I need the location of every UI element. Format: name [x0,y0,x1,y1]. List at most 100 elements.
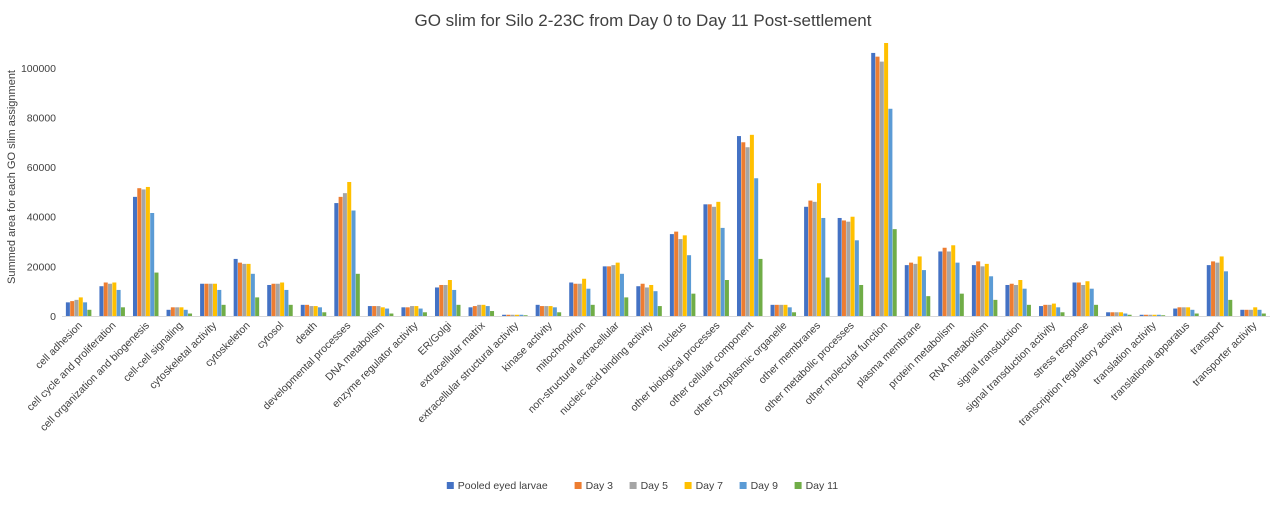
bar-day-9 [418,308,423,316]
bar-day-11 [1094,304,1099,316]
bar-day-11 [456,304,461,316]
bar-day-5 [577,283,582,316]
bar-day-3 [338,196,343,316]
legend-label: Day 5 [641,480,669,492]
bar-day-3 [405,307,410,316]
bar-day-3 [271,283,276,316]
bar-day-9 [385,308,390,316]
bar-day-7 [817,183,821,316]
bar-day-9 [519,314,524,316]
bar-day-5 [779,304,784,316]
bar-day-7 [884,43,889,316]
bar-day-3 [607,266,612,316]
bar-day-11 [590,304,595,316]
bar-day-3 [372,306,377,316]
bar-day-11 [724,280,729,316]
bar-day-5 [611,265,616,316]
bar-day-3 [305,304,310,316]
bar-day-5 [812,201,817,316]
bar-day-11 [120,307,125,316]
bar-day-3 [774,304,779,316]
bar-day-9 [1123,313,1128,316]
bar-day-3 [539,306,544,316]
legend-label: Day 7 [696,480,724,492]
bar-pooled-eyed-larvae [569,282,574,316]
bar-day-11 [1060,312,1065,316]
bar-day-5 [342,193,347,316]
bar-pooled-eyed-larvae [736,136,741,316]
bar-day-9 [150,213,155,316]
bar-pooled-eyed-larvae [904,265,909,316]
bar-day-11 [624,297,629,316]
bar-day-9 [116,289,121,316]
bar-day-3 [1244,309,1249,316]
bar-day-9 [687,255,692,316]
bar-day-7 [1051,303,1056,316]
bar-day-11 [1026,304,1031,316]
bar-day-11 [389,313,394,316]
bar-day-9 [854,240,859,316]
legend-label: Day 3 [586,480,614,492]
bar-pooled-eyed-larvae [367,306,372,316]
bar-day-5 [443,284,448,316]
bar-day-5 [980,266,985,316]
category-label: cytosol [255,320,287,352]
bar-day-11 [993,299,998,316]
bar-day-11 [1194,313,1199,316]
bar-pooled-eyed-larvae [1005,284,1010,316]
bar-pooled-eyed-larvae [267,284,272,316]
bar-day-3 [506,314,511,316]
bar-day-9 [989,276,994,316]
bar-pooled-eyed-larvae [535,304,540,316]
category-label: DNA metabolism [323,319,387,383]
legend-swatch [629,482,637,489]
bar-pooled-eyed-larvae [703,204,708,316]
bar-day-5 [846,221,851,316]
bar-day-3 [942,247,947,316]
y-tick-label: 100000 [21,63,56,75]
bar-day-7 [649,284,654,316]
bar-day-7 [112,282,117,316]
bar-day-9 [485,306,490,316]
bar-day-5 [74,299,79,316]
bar-day-11 [490,311,495,316]
bar-day-5 [376,306,381,316]
bar-day-9 [1022,288,1027,316]
bar-day-9 [1089,288,1094,316]
bar-day-3 [103,282,108,316]
bar-day-11 [1228,299,1233,316]
bar-day-5 [1047,304,1052,316]
bar-day-3 [137,188,142,316]
bar-day-9 [452,289,457,316]
bar-day-9 [921,270,926,316]
bar-pooled-eyed-larvae [1206,265,1211,316]
y-tick-label: 80000 [27,112,56,124]
category-label: death [293,320,320,347]
bar-day-9 [821,217,826,316]
legend-swatch [574,482,582,489]
bar-day-3 [1009,283,1014,316]
bar-day-11 [792,312,797,316]
bar-day-7 [548,306,553,316]
bar-day-7 [1119,312,1123,316]
bar-day-11 [255,297,260,316]
bar-pooled-eyed-larvae [804,206,809,316]
chart-title: GO slim for Silo 2-23C from Day 0 to Day… [415,11,872,30]
bar-day-7 [1085,281,1090,316]
bar-pooled-eyed-larvae [636,286,641,316]
bar-day-11 [959,293,964,316]
legend-swatch [794,482,802,489]
bar-day-3 [1043,304,1048,316]
bar-pooled-eyed-larvae [502,314,507,316]
bar-day-11 [825,277,830,316]
bar-day-5 [410,306,415,316]
bar-day-9 [183,309,188,316]
bar-day-5 [108,283,113,316]
bar-day-11 [221,304,226,316]
bar-day-9 [317,307,322,316]
legend-label: Pooled eyed larvae [458,480,548,492]
bar-day-9 [284,289,289,316]
bar-day-7 [145,186,150,316]
